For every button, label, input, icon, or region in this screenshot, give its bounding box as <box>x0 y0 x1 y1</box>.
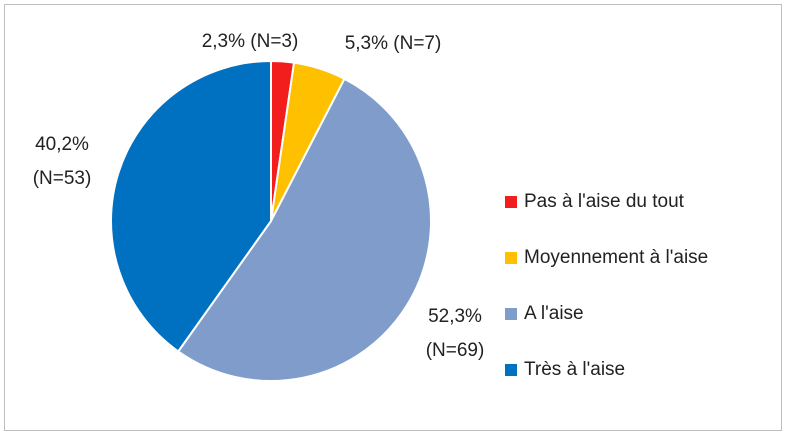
data-label: 52,3% (N=69) <box>426 306 485 361</box>
data-label: 2,3% (N=3) <box>202 31 299 52</box>
legend-swatch <box>505 364 517 376</box>
legend-swatch <box>505 196 517 208</box>
pie-slice <box>176 77 432 382</box>
legend-label: Très à l'aise <box>524 359 625 380</box>
legend-label: Pas à l'aise du tout <box>524 191 685 212</box>
pie-slice <box>110 59 272 353</box>
legend-label: Moyennement à l'aise <box>524 247 708 268</box>
legend-swatch <box>505 308 517 320</box>
legend-label: A l'aise <box>524 303 584 324</box>
legend-swatch <box>505 252 517 264</box>
data-label: 40,2% (N=53) <box>33 134 92 189</box>
data-label: 5,3% (N=7) <box>345 33 442 54</box>
